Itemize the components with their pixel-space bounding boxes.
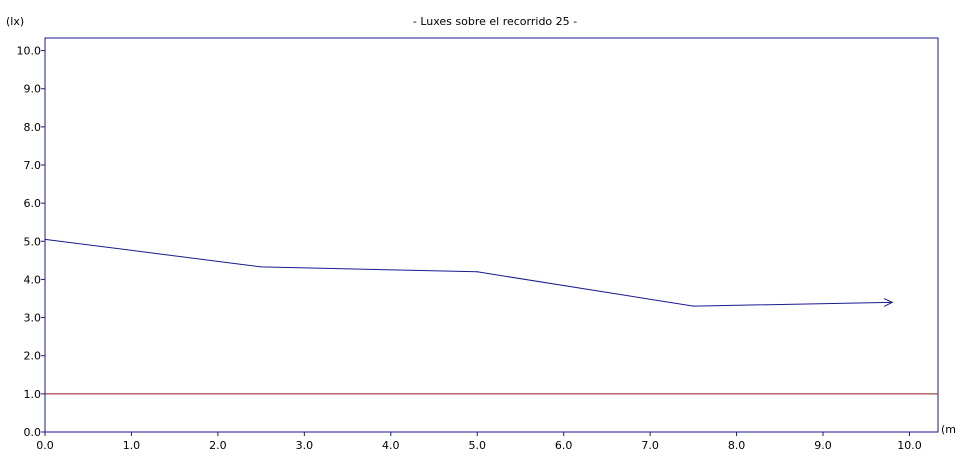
x-tick-label: 5.0 — [468, 439, 486, 452]
series-line — [44, 238, 893, 307]
y-tick-label: 4.0 — [24, 273, 42, 286]
y-tick-label: 1.0 — [24, 388, 42, 401]
x-tick-label: 0.0 — [36, 439, 54, 452]
chart-title: - Luxes sobre el recorrido 25 - — [413, 15, 577, 28]
x-tick-label: 10.0 — [897, 439, 922, 452]
y-tick-label: 0.0 — [24, 426, 42, 439]
x-tick-label: 8.0 — [728, 439, 746, 452]
data-point — [44, 238, 46, 240]
x-tick-label: 2.0 — [209, 439, 227, 452]
x-axis-ticks: 0.0 1.0 2.0 3.0 4.0 5.0 6.0 7.0 8.0 9.0 10.0 — [36, 432, 922, 452]
plot-frame — [44, 37, 939, 433]
y-tick-label: 6.0 — [24, 197, 42, 210]
x-tick-label: 4.0 — [382, 439, 400, 452]
x-tick-label: 9.0 — [814, 439, 832, 452]
arrowhead-icon — [883, 298, 894, 307]
x-tick-label: 1.0 — [123, 439, 141, 452]
y-axis-ticks: 0.0 1.0 2.0 3.0 4.0 5.0 6.0 7.0 8.0 9.0 10.0 — [17, 45, 45, 439]
data-point — [260, 266, 262, 268]
x-tick-label: 6.0 — [555, 439, 573, 452]
y-tick-label: 2.0 — [24, 350, 42, 363]
x-tick-label: 3.0 — [296, 439, 314, 452]
x-axis-label: (m — [941, 423, 956, 436]
series-group — [44, 238, 894, 307]
y-tick-label: 5.0 — [24, 235, 42, 248]
y-tick-label: 7.0 — [24, 159, 42, 172]
data-point — [692, 305, 694, 307]
y-tick-label: 9.0 — [24, 83, 42, 96]
y-tick-label: 8.0 — [24, 121, 42, 134]
data-point — [476, 271, 478, 273]
y-tick-label: 10.0 — [17, 45, 42, 58]
x-tick-label: 7.0 — [641, 439, 659, 452]
y-tick-label: 3.0 — [24, 312, 42, 325]
y-axis-label: (lx) — [6, 15, 24, 28]
